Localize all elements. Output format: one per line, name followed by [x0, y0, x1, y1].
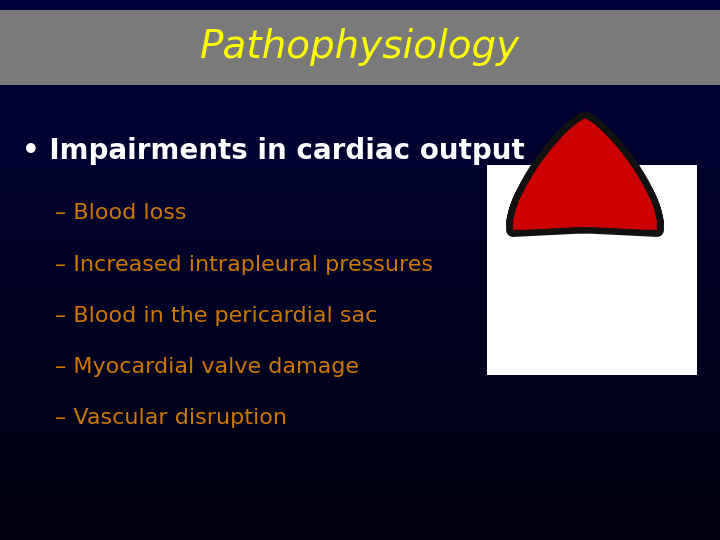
Text: • Impairments in cardiac output: • Impairments in cardiac output — [22, 137, 525, 165]
FancyBboxPatch shape — [487, 165, 697, 375]
PathPatch shape — [520, 133, 650, 230]
Text: Pathophysiology: Pathophysiology — [200, 29, 520, 66]
FancyBboxPatch shape — [0, 10, 720, 85]
Text: – Myocardial valve damage: – Myocardial valve damage — [55, 357, 359, 377]
Text: – Blood in the pericardial sac: – Blood in the pericardial sac — [55, 306, 377, 326]
Text: – Blood loss: – Blood loss — [55, 203, 186, 224]
PathPatch shape — [513, 118, 657, 230]
PathPatch shape — [513, 118, 657, 230]
Text: – Vascular disruption: – Vascular disruption — [55, 408, 287, 429]
Text: – Increased intrapleural pressures: – Increased intrapleural pressures — [55, 254, 433, 275]
